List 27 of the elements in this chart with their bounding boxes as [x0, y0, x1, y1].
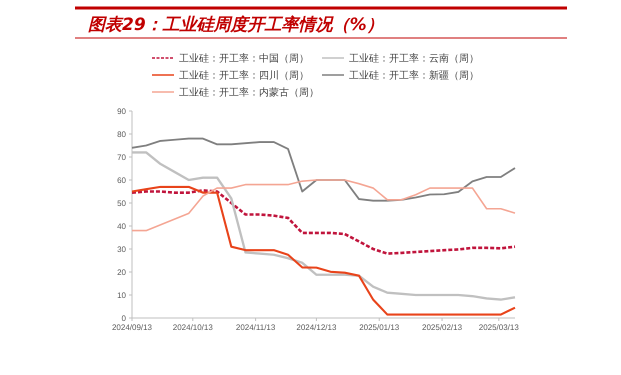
line-series: [130, 189, 516, 255]
chart-title: 图表29：工业硅周度开工率情况（%）: [88, 15, 384, 35]
y-tick-label: 30: [117, 245, 127, 254]
x-tick-label: 2024/09/13: [112, 323, 153, 332]
line-series: [131, 179, 516, 232]
y-tick-label: 0: [122, 314, 127, 323]
y-tick-label: 90: [117, 107, 127, 116]
y-tick-label: 20: [117, 268, 127, 277]
legend-label: 工业硅：开工率：四川（周）: [179, 70, 309, 82]
x-tick-label: 2025/02/13: [422, 323, 463, 332]
x-tick-label: 2025/03/13: [478, 323, 520, 332]
y-tick-label: 60: [117, 176, 127, 185]
x-tick-label: 2024/10/13: [172, 323, 214, 332]
legend-label: 工业硅：开工率：云南（周）: [349, 52, 479, 64]
y-tick-label: 10: [117, 291, 127, 300]
y-tick-label: 50: [117, 199, 127, 208]
line-series: [131, 138, 516, 202]
y-tick-label: 80: [117, 130, 127, 139]
y-tick-label: 70: [117, 153, 127, 162]
y-tick-label: 40: [117, 222, 127, 231]
legend-label: 工业硅：开工率：中国（周）: [179, 52, 309, 64]
x-tick-label: 2024/12/13: [296, 323, 337, 332]
legend-label: 工业硅：开工率：内蒙古（周）: [179, 86, 319, 98]
line-series: [130, 186, 516, 316]
legend-label: 工业硅：开工率：新疆（周）: [349, 70, 479, 82]
x-tick-label: 2024/11/13: [236, 323, 276, 332]
x-tick-label: 2025/01/13: [359, 323, 400, 332]
